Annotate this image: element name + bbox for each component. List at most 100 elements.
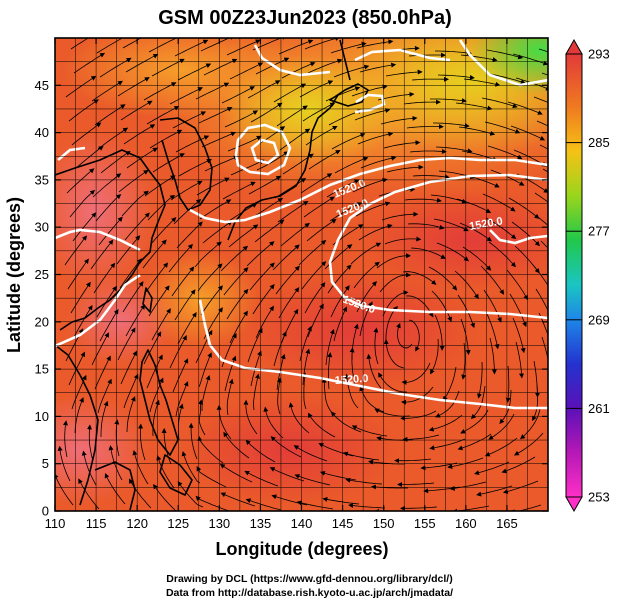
streamline [172, 358, 189, 393]
streamline [249, 262, 275, 291]
streamline [195, 82, 230, 100]
streamline [263, 406, 284, 439]
streamline [153, 483, 177, 511]
streamline [55, 473, 74, 506]
x-tick-label: 155 [414, 516, 436, 531]
streamline [251, 197, 284, 219]
plot-area: 1520.0 1520.0 1520.0 1520.0 1520.0 [55, 38, 548, 511]
streamline [534, 192, 548, 203]
x-tick-label: 125 [167, 516, 189, 531]
streamline [411, 76, 449, 82]
streamline [333, 64, 370, 78]
streamline [348, 503, 386, 509]
streamline [123, 124, 156, 145]
streamline [489, 73, 526, 85]
streamline [200, 285, 223, 316]
streamline [384, 236, 422, 245]
y-tick-label: 25 [35, 267, 49, 282]
streamline [273, 83, 307, 103]
streamline [380, 115, 418, 125]
streamline [508, 197, 540, 219]
chart-title: GSM 00Z23Jun2023 (850.0hPa) [158, 7, 451, 29]
streamline [247, 80, 281, 99]
wind-streamlines [55, 38, 548, 511]
streamline [94, 355, 111, 390]
streamline [436, 242, 469, 262]
streamline [67, 258, 89, 290]
streamline [72, 212, 97, 242]
streamline [489, 337, 497, 375]
streamline [202, 220, 233, 244]
streamline [273, 331, 287, 367]
streamline [122, 281, 144, 313]
colorbar-tick-label: 261 [588, 401, 610, 416]
streamline [70, 38, 89, 50]
streamline [400, 505, 438, 511]
height-contours [55, 39, 548, 410]
coastline-hokkaido [329, 83, 369, 107]
streamline [477, 361, 483, 399]
coastline-sakhalin [339, 39, 351, 81]
streamline [533, 96, 548, 103]
streamline [306, 218, 337, 242]
streamline [333, 306, 348, 342]
streamline [300, 173, 333, 194]
streamline [169, 87, 204, 105]
credit-data: Data from http://database.rish.kyoto-u.a… [165, 587, 454, 599]
streamline [373, 327, 379, 365]
streamline [73, 52, 106, 74]
streamline [378, 372, 407, 393]
colorbar-tick-label: 285 [588, 135, 610, 150]
streamline [278, 39, 314, 55]
streamline [512, 53, 548, 66]
streamline [74, 145, 104, 170]
streamline [299, 80, 334, 98]
streamline [431, 290, 452, 323]
coastline-japan [227, 94, 339, 241]
streamline [402, 434, 440, 442]
contour-label-4: 1520.0 [334, 373, 368, 387]
streamline [147, 194, 176, 221]
streamline [353, 261, 380, 289]
streamline [386, 164, 424, 173]
streamline [99, 57, 132, 78]
streamline [122, 38, 142, 49]
streamline [484, 121, 521, 134]
streamline [256, 151, 289, 171]
coastline-china [55, 149, 166, 331]
streamline [385, 69, 423, 77]
streamline [457, 433, 492, 451]
streamline [223, 431, 250, 459]
streamline [480, 265, 505, 295]
streamline [430, 338, 439, 375]
x-tick-label: 160 [455, 516, 477, 531]
streamline [224, 110, 259, 128]
streamline [274, 178, 307, 199]
coastlines [55, 39, 369, 511]
streamline [244, 470, 279, 487]
streamline [146, 106, 180, 125]
streamline [123, 373, 139, 409]
streamline [99, 308, 119, 342]
streamline [120, 100, 153, 121]
streamline [512, 317, 526, 354]
streamline [181, 451, 201, 484]
streamline [245, 439, 276, 463]
streamline [171, 266, 195, 297]
streamline [509, 293, 527, 328]
streamline [454, 270, 479, 300]
streamline [62, 420, 68, 458]
streamline [70, 281, 91, 314]
streamline [381, 211, 419, 221]
streamline [539, 144, 548, 150]
streamline [325, 328, 335, 366]
streamline [227, 135, 262, 152]
streamline [330, 41, 367, 54]
streamline [221, 86, 255, 104]
streamline [174, 39, 209, 57]
streamline [252, 284, 275, 315]
colorbar: 293 285 277 269 261 253 [565, 38, 610, 513]
streamline [116, 235, 141, 265]
y-tick-label: 15 [35, 362, 49, 377]
